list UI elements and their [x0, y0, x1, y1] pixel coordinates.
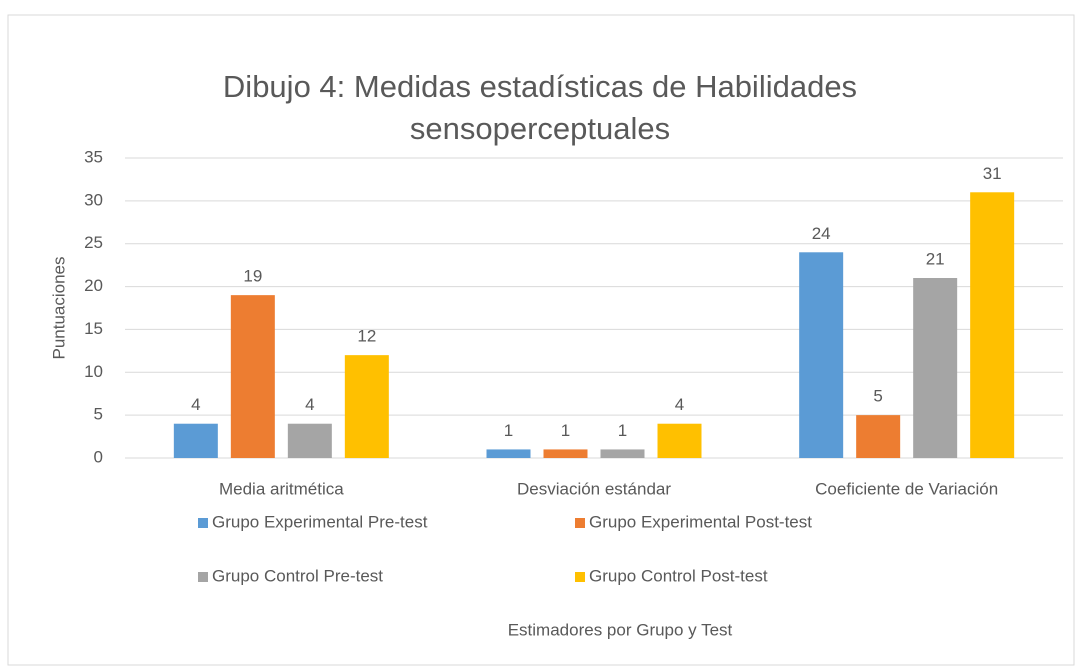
bar — [173, 423, 218, 458]
value-label: 31 — [983, 164, 1002, 183]
bar — [970, 192, 1015, 459]
bar — [344, 355, 389, 458]
value-label: 4 — [305, 395, 314, 414]
bar — [799, 252, 844, 458]
y-tick-label: 15 — [84, 319, 103, 338]
x-tick-label: Media aritmética — [219, 479, 344, 498]
chart-title: Dibujo 4: Medidas estadísticas de Habili… — [222, 69, 858, 146]
value-label: 24 — [812, 224, 831, 243]
value-label: 1 — [561, 421, 570, 440]
value-label: 12 — [357, 327, 376, 346]
y-tick-label: 10 — [84, 362, 103, 381]
legend-swatch — [575, 518, 585, 528]
bar — [287, 423, 332, 458]
value-label: 19 — [243, 267, 262, 286]
legend-swatch — [198, 518, 208, 528]
y-tick-label: 30 — [84, 190, 103, 209]
legend-swatch — [575, 572, 585, 582]
bar — [600, 449, 645, 458]
value-label: 5 — [873, 387, 882, 406]
chart-border — [7, 14, 1075, 666]
y-tick-label: 20 — [84, 276, 103, 295]
bar — [230, 295, 275, 458]
legend-label: Grupo Experimental Pre-test — [212, 512, 428, 531]
legend-swatch — [198, 572, 208, 582]
x-axis-label: Estimadores por Grupo y Test — [508, 620, 733, 639]
bar — [913, 278, 958, 458]
value-label: 21 — [926, 249, 945, 268]
legend-label: Grupo Control Post-test — [589, 566, 768, 585]
y-tick-label: 35 — [84, 147, 103, 166]
bar — [486, 449, 531, 458]
legend-label: Grupo Control Pre-test — [212, 566, 383, 585]
bar — [657, 423, 702, 458]
x-tick-label: Desviación estándar — [517, 479, 671, 498]
x-tick-label: Coeficiente de Variación — [815, 479, 998, 498]
value-label: 4 — [675, 395, 684, 414]
value-label: 4 — [191, 395, 200, 414]
y-tick-label: 0 — [94, 447, 103, 466]
legend-label: Grupo Experimental Post-test — [589, 512, 812, 531]
y-axis-label: Puntuaciones — [49, 256, 68, 359]
value-label: 1 — [618, 421, 627, 440]
y-tick-label: 25 — [84, 233, 103, 252]
y-tick-label: 5 — [94, 405, 103, 424]
bar — [543, 449, 588, 458]
value-label: 1 — [504, 421, 513, 440]
bar — [856, 415, 901, 458]
